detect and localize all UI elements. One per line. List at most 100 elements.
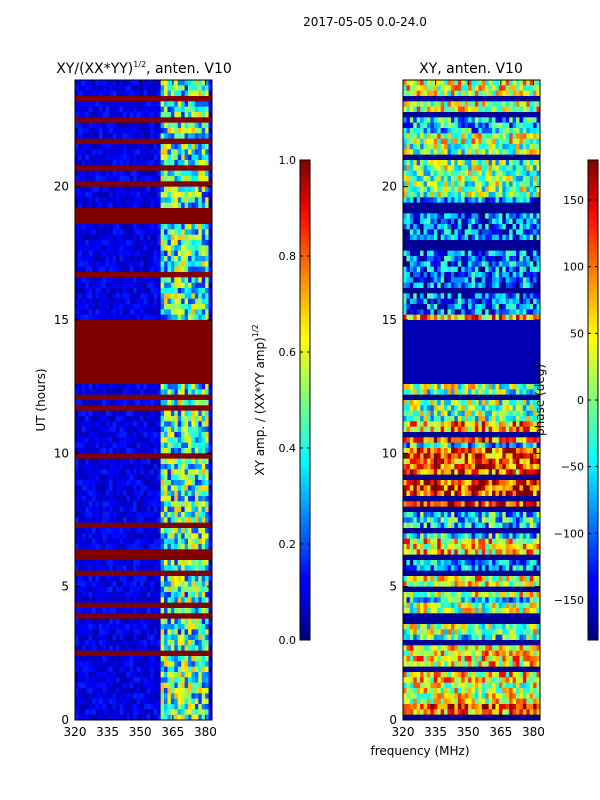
heatmap-cell [129, 346, 134, 353]
heatmap-cell [143, 298, 148, 305]
heatmap-cell [177, 384, 182, 390]
heatmap-cell [136, 666, 141, 673]
heatmap-cell [105, 581, 110, 588]
heatmap-cell [81, 650, 86, 657]
heatmap-cell [119, 544, 124, 550]
heatmap-cell [454, 85, 459, 92]
heatmap-cell [75, 421, 79, 428]
heatmap-cell [119, 421, 124, 428]
heatmap-cell [133, 501, 138, 508]
heatmap-cell [174, 709, 179, 716]
heatmap-cell [201, 224, 206, 230]
heatmap-cell [208, 266, 212, 273]
heatmap-cell [181, 272, 185, 278]
heatmap-cell [136, 512, 141, 518]
heatmap-cell [85, 170, 90, 177]
heatmap-cell [95, 645, 100, 652]
heatmap-cell [208, 389, 212, 396]
heatmap-cell [109, 565, 114, 572]
heatmap-cell [95, 421, 100, 428]
heatmap-cell [129, 656, 134, 662]
heatmap-cell [129, 224, 134, 230]
heatmap-cell [129, 282, 134, 289]
heatmap-cell [184, 416, 189, 422]
heatmap-cell [170, 106, 175, 113]
heatmap-cell [201, 528, 206, 534]
heatmap-cell [146, 378, 151, 385]
heatmap-cell [157, 533, 162, 540]
heatmap-cell [112, 165, 117, 172]
heatmap-cell [119, 522, 124, 529]
heatmap-cell [78, 704, 83, 710]
heatmap-cell [174, 613, 179, 620]
heatmap-cell [81, 405, 86, 412]
heatmap-cell [133, 672, 138, 678]
heatmap-cell [136, 597, 141, 604]
heatmap-cell [105, 672, 110, 678]
heatmap-cell [112, 261, 117, 268]
heatmap-cell [488, 101, 493, 108]
heatmap-cell [150, 336, 155, 342]
heatmap-cell [119, 570, 124, 577]
heatmap-cell [201, 336, 206, 342]
heatmap-cell [116, 394, 120, 401]
heatmap-cell [167, 496, 172, 502]
heatmap-cell [133, 218, 138, 225]
heatmap-cell [177, 682, 182, 689]
heatmap-cell [116, 474, 120, 481]
heatmap-cell [133, 245, 138, 252]
heatmap-cell [85, 506, 90, 513]
heatmap-cell [122, 320, 127, 326]
heatmap-cell [208, 432, 212, 438]
heatmap-cell [174, 336, 179, 342]
heatmap-cell [194, 112, 199, 118]
heatmap-cell [170, 288, 175, 294]
heatmap-cell [95, 538, 100, 545]
heatmap-cell [116, 218, 120, 225]
heatmap-cell [205, 442, 209, 449]
heatmap-cell [119, 336, 124, 342]
heatmap-cell [119, 656, 124, 662]
heatmap-cell [509, 85, 513, 92]
heatmap-cell [160, 320, 165, 326]
heatmap-cell [98, 309, 103, 316]
heatmap-cell [92, 378, 96, 385]
heatmap-cell [78, 160, 83, 166]
heatmap-cell [143, 288, 148, 294]
heatmap-cell [457, 101, 462, 108]
heatmap-cell [78, 341, 83, 348]
heatmap-cell [471, 85, 476, 92]
heatmap-cell [150, 618, 155, 625]
heatmap-cell [119, 309, 124, 316]
heatmap-cell [181, 554, 185, 561]
heatmap-cell [98, 426, 103, 433]
heatmap-cell [112, 597, 117, 604]
heatmap-cell [85, 234, 90, 241]
heatmap-cell [174, 618, 179, 625]
heatmap-cell [191, 218, 196, 225]
heatmap-cell [133, 325, 138, 332]
heatmap-cell [85, 90, 90, 97]
heatmap-cell [191, 581, 196, 588]
heatmap-cell [105, 133, 110, 140]
heatmap-cell [495, 101, 500, 108]
heatmap-cell [109, 266, 114, 273]
heatmap-cell [105, 277, 110, 284]
heatmap-cell [208, 469, 212, 476]
heatmap-cell [140, 272, 144, 278]
heatmap-cell [112, 693, 117, 700]
heatmap-cell [160, 682, 165, 689]
heatmap-cell [201, 560, 206, 566]
heatmap-cell [129, 357, 134, 364]
heatmap-cell [109, 448, 114, 454]
heatmap-cell [95, 133, 100, 140]
heatmap-cell [136, 485, 141, 492]
heatmap-cell [116, 298, 120, 305]
heatmap-cell [201, 229, 206, 236]
heatmap-cell [102, 400, 107, 406]
heatmap-cell [181, 432, 185, 438]
heatmap-cell [167, 592, 172, 598]
heatmap-cell [205, 549, 209, 556]
heatmap-cell [188, 714, 192, 720]
heatmap-cell [201, 394, 206, 401]
